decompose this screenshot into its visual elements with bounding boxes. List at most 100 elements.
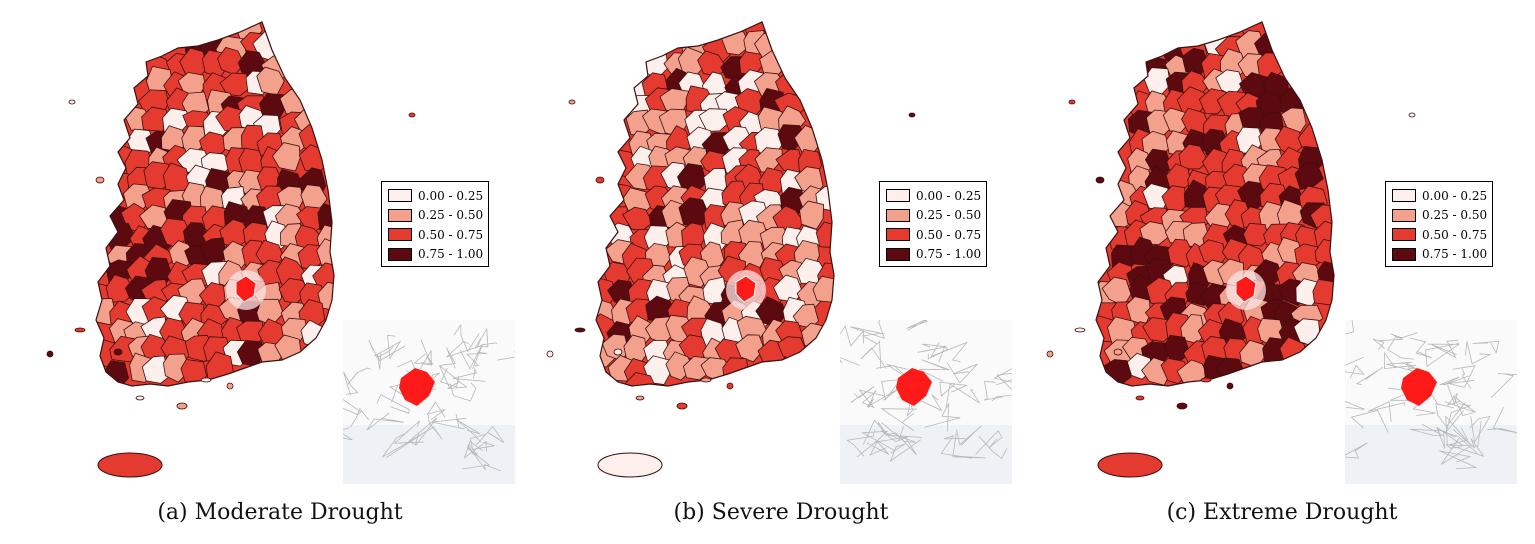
island	[595, 176, 605, 184]
inset-boundary	[828, 346, 860, 366]
legend-item: 0.50 - 0.75	[886, 225, 986, 245]
jeju-island	[1097, 452, 1163, 478]
inset-boundary	[347, 367, 371, 385]
inset-boundary	[930, 341, 968, 363]
inset-boundary	[1328, 394, 1365, 410]
inset-study-region	[896, 368, 932, 406]
inset-boundary	[846, 429, 876, 457]
inset-boundary	[1435, 401, 1466, 428]
inset-boundary	[1445, 365, 1476, 388]
study-region	[235, 275, 257, 303]
island	[200, 377, 212, 383]
island	[1135, 395, 1145, 401]
study-region	[735, 275, 757, 303]
legend-item: 0.75 - 1.00	[886, 245, 986, 265]
inset-boundary	[866, 440, 890, 456]
island	[408, 112, 416, 118]
inset-svg-severe	[828, 312, 1025, 484]
panel-extreme: 0.00 - 0.25 0.25 - 0.50 0.50 - 0.75 0.75 - …	[1000, 0, 1522, 544]
district	[1312, 279, 1334, 306]
map-extreme	[1046, 21, 1416, 478]
inset-map-severe	[828, 312, 1025, 484]
legend-label: 0.00 - 0.25	[418, 188, 484, 203]
inset-boundary	[927, 345, 949, 363]
district	[1242, 222, 1269, 247]
inset-boundary	[1430, 340, 1459, 359]
inset-boundary	[1490, 373, 1522, 398]
inset-boundary	[1461, 368, 1472, 390]
inset-boundary	[420, 339, 434, 366]
jeju-island	[97, 452, 163, 478]
inset-boundary	[1341, 306, 1359, 336]
legend-label: 0.75 - 1.00	[418, 247, 484, 262]
panel-severe: 0.00 - 0.25 0.25 - 0.50 0.50 - 0.75 0.75 - …	[500, 0, 1025, 544]
inset-boundary	[376, 394, 410, 414]
inset-boundary	[939, 381, 969, 398]
inset-boundary	[1350, 409, 1389, 433]
inset-boundary	[917, 343, 947, 353]
legend-swatch	[1392, 247, 1416, 261]
legend-severe: 0.00 - 0.25 0.25 - 0.50 0.50 - 0.75 0.75 - …	[879, 181, 987, 267]
island	[113, 348, 123, 356]
inset-boundary	[374, 334, 402, 360]
island	[1068, 99, 1076, 105]
inset-boundary	[919, 359, 950, 382]
inset-svg-moderate	[325, 323, 531, 484]
district	[109, 335, 138, 363]
island	[74, 327, 86, 333]
legend-swatch	[886, 208, 910, 222]
inset-boundary	[1332, 356, 1365, 379]
inset-boundary	[1445, 420, 1482, 449]
inset-boundary	[862, 419, 887, 445]
map-severe	[546, 21, 916, 478]
inset-boundary	[449, 382, 477, 402]
coastline	[1095, 21, 1335, 387]
inset-boundary	[467, 444, 502, 472]
island	[1095, 176, 1105, 184]
inset-svg-extreme	[1328, 306, 1522, 484]
island	[908, 112, 916, 118]
legend-label: 0.75 - 1.00	[1422, 247, 1488, 262]
inset-boundary	[920, 394, 943, 412]
island	[574, 327, 586, 333]
inset-boundary	[376, 345, 406, 370]
island	[1113, 348, 1123, 356]
inset-boundary	[1469, 415, 1491, 444]
inset-boundary	[1444, 395, 1477, 416]
legend-label: 0.25 - 0.50	[916, 208, 982, 223]
district	[271, 142, 301, 172]
inset-boundary	[462, 443, 491, 470]
legend-label: 0.25 - 0.50	[418, 208, 484, 223]
inset-boundary	[349, 408, 370, 428]
inset-map-extreme	[1328, 306, 1522, 484]
coastline	[95, 21, 335, 387]
inset-boundary	[366, 412, 404, 431]
district	[1198, 88, 1228, 115]
island	[68, 99, 76, 105]
district	[105, 274, 136, 303]
inset-boundary	[1472, 340, 1500, 355]
inset-boundary	[476, 425, 505, 446]
inset-boundary	[1409, 423, 1445, 436]
legend-item: 0.75 - 1.00	[388, 245, 488, 265]
inset-boundary	[858, 389, 885, 408]
legend-label: 0.50 - 0.75	[916, 227, 982, 242]
inset-boundary	[1446, 384, 1461, 406]
inset-boundary	[470, 433, 495, 450]
inset-boundary	[946, 362, 978, 384]
island	[700, 377, 712, 383]
inset-boundary	[880, 408, 918, 432]
legend-item: 0.00 - 0.25	[388, 186, 488, 206]
inset-boundary	[408, 417, 438, 446]
inset-boundary	[1387, 336, 1414, 360]
inset-boundary	[474, 327, 489, 349]
legend-swatch	[388, 228, 412, 242]
inset-boundary	[1440, 436, 1478, 465]
inset-boundary	[439, 365, 468, 389]
legend-item: 0.25 - 0.50	[1392, 206, 1492, 226]
korea-regions-severe	[596, 22, 834, 386]
inset-boundary	[945, 383, 981, 409]
inset-map-moderate	[325, 320, 531, 484]
legend-item: 0.00 - 0.25	[886, 186, 986, 206]
inset-study-region	[399, 368, 435, 406]
